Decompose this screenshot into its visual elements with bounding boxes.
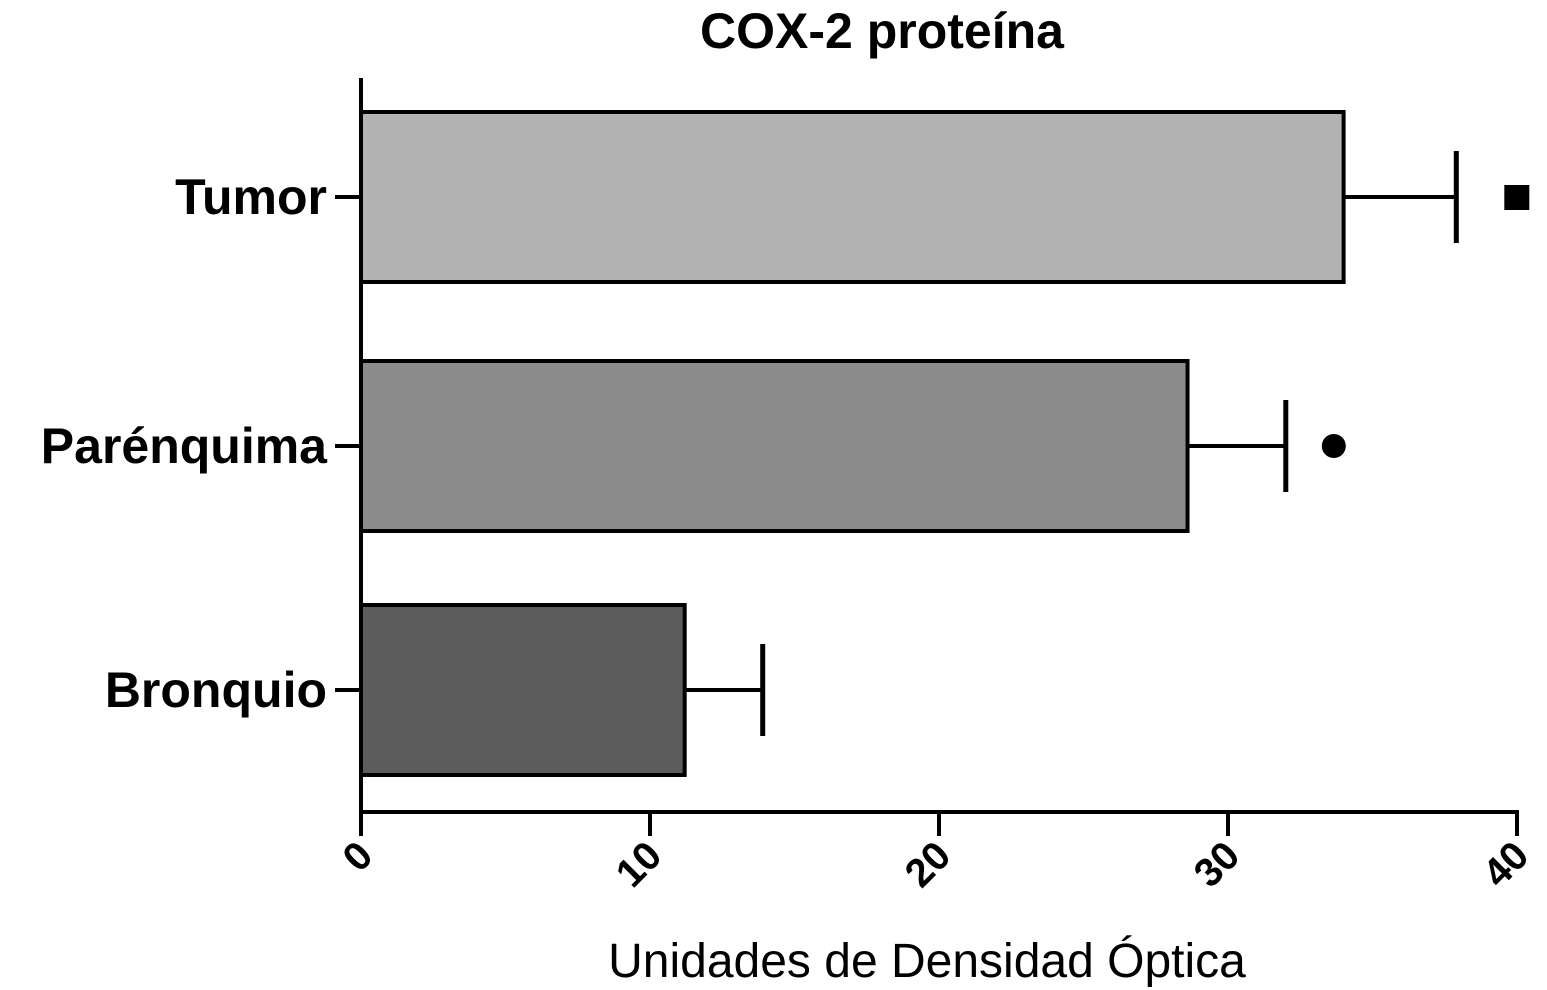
x-tick-label: 0 [335,833,382,880]
x-axis-label: Unidades de Densidad Óptica [608,934,1246,988]
x-tick-label: 40 [1475,833,1538,896]
significance-marker-circle [1321,434,1346,458]
category-label: Parénquima [41,418,328,474]
chart-title: COX-2 proteína [700,3,1065,59]
category-label: Tumor [175,169,327,225]
bar [359,603,687,777]
category-label: Bronquio [105,662,327,718]
x-tick-label: 30 [1186,833,1249,896]
significance-marker-square [1504,185,1530,210]
x-tick-label: 20 [897,833,960,896]
bar [359,359,1190,533]
bar [359,110,1346,284]
x-tick-label: 10 [608,833,671,896]
